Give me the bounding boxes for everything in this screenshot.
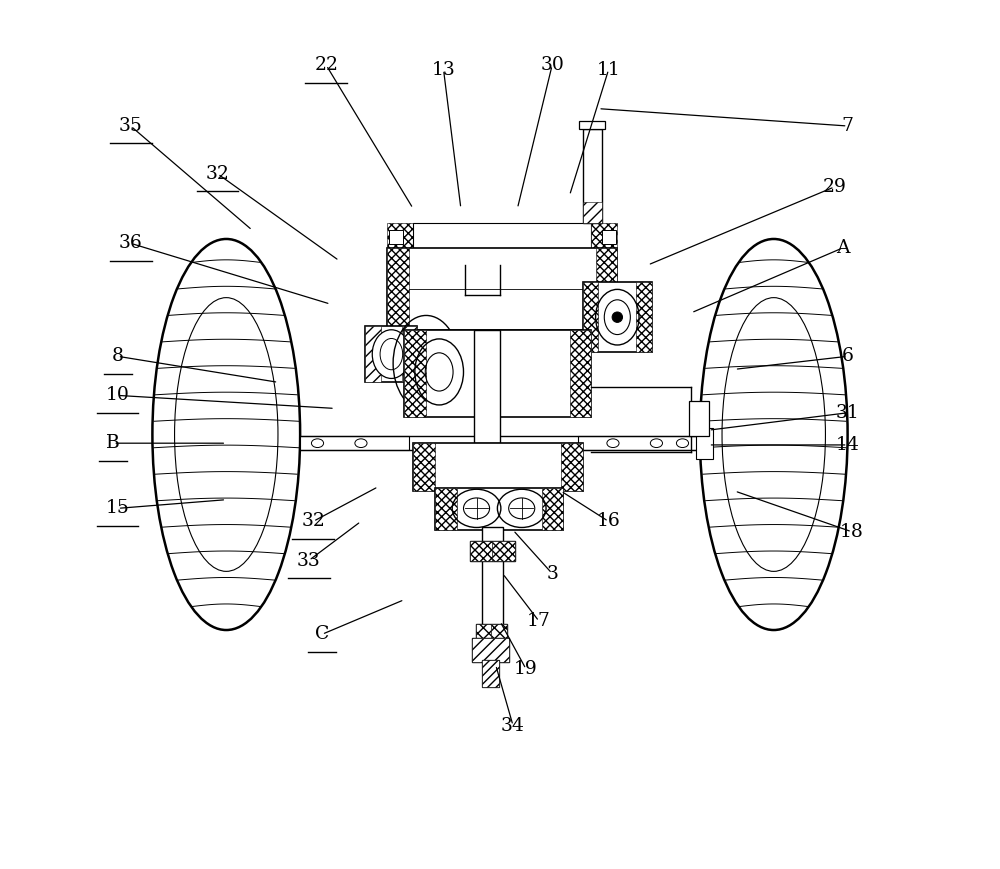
Bar bbox=[636, 282, 652, 352]
Bar bbox=[474, 330, 500, 443]
Text: 32: 32 bbox=[301, 513, 325, 530]
Ellipse shape bbox=[700, 239, 848, 630]
Bar bbox=[482, 527, 503, 626]
Ellipse shape bbox=[152, 239, 300, 630]
Bar bbox=[561, 443, 583, 491]
Bar bbox=[583, 129, 602, 223]
Bar bbox=[404, 330, 426, 417]
Bar bbox=[476, 624, 491, 641]
Bar bbox=[435, 488, 457, 530]
Text: 31: 31 bbox=[836, 404, 859, 421]
Text: 35: 35 bbox=[119, 117, 143, 135]
Bar bbox=[470, 541, 492, 561]
Bar bbox=[404, 330, 591, 417]
Text: 10: 10 bbox=[106, 387, 130, 404]
Text: C: C bbox=[315, 626, 329, 643]
Bar bbox=[591, 223, 617, 248]
Text: 29: 29 bbox=[823, 178, 847, 196]
Bar bbox=[387, 248, 409, 330]
Text: 16: 16 bbox=[597, 513, 620, 530]
Ellipse shape bbox=[372, 329, 410, 378]
Bar bbox=[602, 230, 616, 244]
Text: 22: 22 bbox=[314, 56, 338, 74]
Bar bbox=[474, 330, 500, 443]
Bar bbox=[578, 436, 700, 450]
Bar bbox=[365, 326, 381, 382]
Bar bbox=[413, 223, 591, 248]
Bar bbox=[689, 401, 709, 436]
Text: 15: 15 bbox=[106, 500, 130, 517]
Bar bbox=[472, 638, 509, 662]
Ellipse shape bbox=[509, 498, 535, 519]
Bar bbox=[413, 443, 435, 491]
Bar bbox=[413, 443, 583, 491]
Bar bbox=[482, 660, 499, 687]
Bar bbox=[491, 624, 507, 641]
Text: 19: 19 bbox=[514, 660, 538, 678]
Bar bbox=[696, 428, 713, 459]
Bar bbox=[492, 541, 515, 561]
Bar bbox=[472, 638, 509, 662]
Bar bbox=[482, 527, 503, 626]
Text: 32: 32 bbox=[206, 165, 230, 182]
Ellipse shape bbox=[175, 297, 278, 572]
Bar bbox=[596, 248, 617, 330]
Text: 30: 30 bbox=[540, 56, 564, 74]
Bar bbox=[583, 202, 602, 223]
Bar bbox=[570, 330, 591, 417]
Text: 18: 18 bbox=[840, 523, 864, 541]
Bar bbox=[389, 230, 403, 244]
Ellipse shape bbox=[722, 297, 825, 572]
Bar bbox=[402, 326, 417, 382]
Text: 7: 7 bbox=[842, 117, 854, 135]
Text: 14: 14 bbox=[836, 436, 860, 454]
Bar bbox=[470, 541, 515, 561]
Bar bbox=[583, 282, 598, 352]
Bar bbox=[583, 282, 652, 352]
Bar bbox=[365, 326, 417, 382]
Text: 11: 11 bbox=[597, 61, 620, 78]
Text: 13: 13 bbox=[432, 61, 455, 78]
Text: 17: 17 bbox=[527, 613, 551, 630]
Bar bbox=[387, 248, 617, 330]
Bar bbox=[435, 488, 563, 530]
Text: 8: 8 bbox=[112, 348, 124, 365]
Text: A: A bbox=[837, 239, 850, 256]
Ellipse shape bbox=[612, 312, 623, 322]
Text: 36: 36 bbox=[119, 235, 143, 252]
Text: 33: 33 bbox=[297, 552, 321, 569]
Bar bbox=[476, 624, 507, 641]
Bar bbox=[542, 488, 563, 530]
Text: 3: 3 bbox=[546, 565, 558, 582]
Bar bbox=[482, 660, 499, 687]
Text: 34: 34 bbox=[501, 717, 525, 734]
Bar bbox=[300, 436, 409, 450]
Bar bbox=[579, 121, 605, 129]
Ellipse shape bbox=[464, 498, 490, 519]
Ellipse shape bbox=[380, 338, 403, 370]
Text: B: B bbox=[106, 434, 120, 452]
Text: 6: 6 bbox=[842, 348, 854, 365]
Bar bbox=[387, 223, 413, 248]
